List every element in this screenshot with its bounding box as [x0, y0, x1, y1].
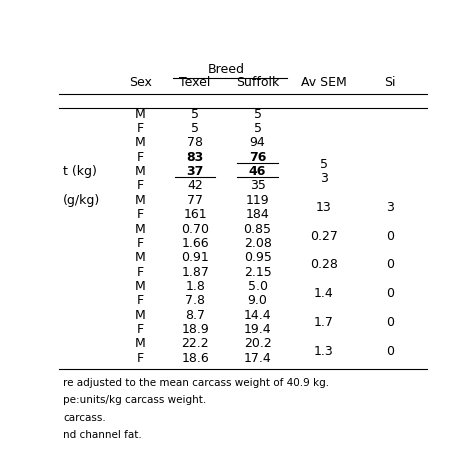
Text: 18.9: 18.9: [181, 323, 209, 336]
Text: 5: 5: [254, 108, 262, 121]
Text: 18.6: 18.6: [181, 352, 209, 365]
Text: 42: 42: [187, 180, 203, 192]
Text: 76: 76: [249, 151, 266, 164]
Text: Texel: Texel: [180, 76, 211, 89]
Text: re adjusted to the mean carcass weight of 40.9 kg.: re adjusted to the mean carcass weight o…: [63, 378, 329, 388]
Text: 0: 0: [386, 316, 394, 329]
Text: 22.2: 22.2: [182, 337, 209, 350]
Text: Breed: Breed: [208, 63, 245, 76]
Text: M: M: [135, 280, 146, 293]
Text: M: M: [135, 194, 146, 207]
Text: carcass.: carcass.: [63, 413, 106, 423]
Text: t (kg): t (kg): [63, 165, 97, 178]
Text: 3: 3: [320, 172, 328, 185]
Text: 1.4: 1.4: [314, 287, 334, 300]
Text: 0.28: 0.28: [310, 258, 337, 272]
Text: 19.4: 19.4: [244, 323, 272, 336]
Text: 7.8: 7.8: [185, 294, 205, 307]
Text: 0.85: 0.85: [244, 222, 272, 236]
Text: 0: 0: [386, 345, 394, 357]
Text: M: M: [135, 108, 146, 121]
Text: F: F: [137, 237, 144, 250]
Text: 8.7: 8.7: [185, 309, 205, 322]
Text: 35: 35: [250, 180, 265, 192]
Text: F: F: [137, 180, 144, 192]
Text: 78: 78: [187, 137, 203, 149]
Text: 0.91: 0.91: [181, 251, 209, 264]
Text: 77: 77: [187, 194, 203, 207]
Text: M: M: [135, 309, 146, 322]
Text: M: M: [135, 251, 146, 264]
Text: 20.2: 20.2: [244, 337, 272, 350]
Text: 161: 161: [183, 208, 207, 221]
Text: 119: 119: [246, 194, 269, 207]
Text: F: F: [137, 294, 144, 307]
Text: F: F: [137, 151, 144, 164]
Text: 1.8: 1.8: [185, 280, 205, 293]
Text: 5: 5: [191, 122, 199, 135]
Text: 13: 13: [316, 201, 332, 214]
Text: 3: 3: [386, 201, 394, 214]
Text: 94: 94: [250, 137, 265, 149]
Text: Av SEM: Av SEM: [301, 76, 346, 89]
Text: 1.87: 1.87: [181, 265, 209, 279]
Text: 37: 37: [186, 165, 204, 178]
Text: M: M: [135, 337, 146, 350]
Text: M: M: [135, 165, 146, 178]
Text: 1.66: 1.66: [182, 237, 209, 250]
Text: pe:units/kg carcass weight.: pe:units/kg carcass weight.: [63, 395, 206, 405]
Text: Sex: Sex: [128, 76, 152, 89]
Text: 1.7: 1.7: [314, 316, 334, 329]
Text: F: F: [137, 265, 144, 279]
Text: nd channel fat.: nd channel fat.: [63, 430, 142, 440]
Text: (g/kg): (g/kg): [63, 194, 100, 207]
Text: F: F: [137, 352, 144, 365]
Text: 83: 83: [187, 151, 204, 164]
Text: 5.0: 5.0: [247, 280, 268, 293]
Text: 5: 5: [191, 108, 199, 121]
Text: F: F: [137, 122, 144, 135]
Text: 2.08: 2.08: [244, 237, 272, 250]
Text: 14.4: 14.4: [244, 309, 272, 322]
Text: 0.95: 0.95: [244, 251, 272, 264]
Text: 0: 0: [386, 230, 394, 243]
Text: 0.70: 0.70: [181, 222, 209, 236]
Text: 9.0: 9.0: [248, 294, 267, 307]
Text: 2.15: 2.15: [244, 265, 272, 279]
Text: 1.3: 1.3: [314, 345, 334, 357]
Text: M: M: [135, 137, 146, 149]
Text: 184: 184: [246, 208, 270, 221]
Text: M: M: [135, 222, 146, 236]
Text: 5: 5: [254, 122, 262, 135]
Text: 46: 46: [249, 165, 266, 178]
Text: F: F: [137, 323, 144, 336]
Text: 0: 0: [386, 287, 394, 300]
Text: 0.27: 0.27: [310, 230, 337, 243]
Text: 17.4: 17.4: [244, 352, 272, 365]
Text: F: F: [137, 208, 144, 221]
Text: Suffolk: Suffolk: [236, 76, 279, 89]
Text: 5: 5: [320, 158, 328, 171]
Text: 0: 0: [386, 258, 394, 272]
Text: Si: Si: [384, 76, 396, 89]
